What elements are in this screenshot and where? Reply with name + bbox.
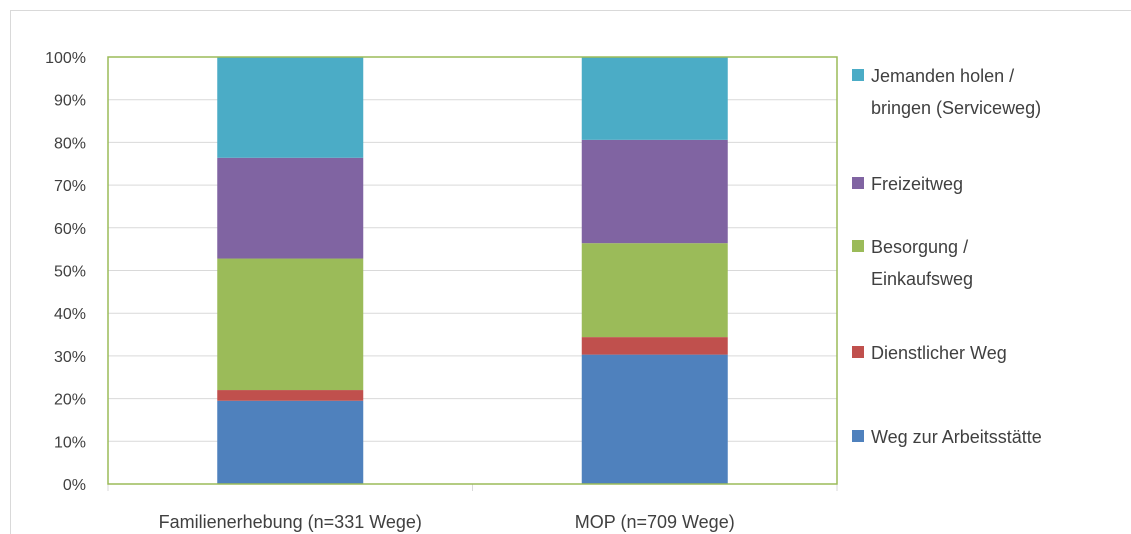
y-tick-label: 60% [54, 221, 86, 238]
bar-segment [217, 157, 364, 259]
y-tick-label: 10% [54, 434, 86, 451]
bar-segment [581, 243, 728, 338]
legend-swatch [852, 430, 864, 442]
x-category-label: Familienerhebung (n=331 Wege) [159, 512, 422, 532]
legend-label: Jemanden holen / bringen (Serviceweg) [871, 66, 1041, 118]
y-tick-label: 80% [54, 135, 86, 152]
legend-swatch [852, 177, 864, 189]
bar-segment [217, 258, 364, 391]
bar-segment [217, 57, 364, 158]
bar-segment [581, 57, 728, 140]
y-tick-label: 0% [63, 477, 86, 494]
plot-area-border [107, 56, 838, 485]
legend-label: Weg zur Arbeitsstätte [871, 427, 1042, 447]
y-tick-label: 70% [54, 178, 86, 195]
y-tick-label: 50% [54, 264, 86, 281]
legend-label: Freizeitweg [871, 174, 963, 194]
legend-swatch [852, 240, 864, 252]
legend-label: Besorgung / Einkaufsweg [871, 237, 973, 289]
y-tick-label: 100% [45, 50, 86, 67]
x-category-label: MOP (n=709 Wege) [575, 512, 735, 532]
legend-swatch [852, 69, 864, 81]
bar-segment [217, 400, 364, 484]
legend-swatch [852, 346, 864, 358]
bar-segment [581, 139, 728, 244]
y-tick-label: 40% [54, 306, 86, 323]
legend-label: Dienstlicher Weg [871, 343, 1007, 363]
chart-frame [10, 10, 1131, 534]
y-tick-label: 90% [54, 93, 86, 110]
y-tick-label: 30% [54, 349, 86, 366]
bar-segment [581, 354, 728, 484]
y-tick-label: 20% [54, 392, 86, 409]
bar-segment [217, 390, 364, 401]
bar-segment [581, 337, 728, 355]
